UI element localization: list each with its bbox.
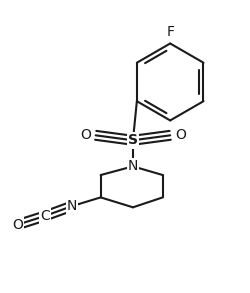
- Text: S: S: [128, 133, 138, 147]
- Text: F: F: [166, 25, 173, 39]
- Text: N: N: [127, 159, 138, 173]
- Text: C: C: [40, 209, 50, 223]
- Text: N: N: [67, 199, 77, 213]
- Text: O: O: [12, 218, 23, 232]
- Text: O: O: [80, 128, 90, 142]
- Text: O: O: [174, 128, 185, 142]
